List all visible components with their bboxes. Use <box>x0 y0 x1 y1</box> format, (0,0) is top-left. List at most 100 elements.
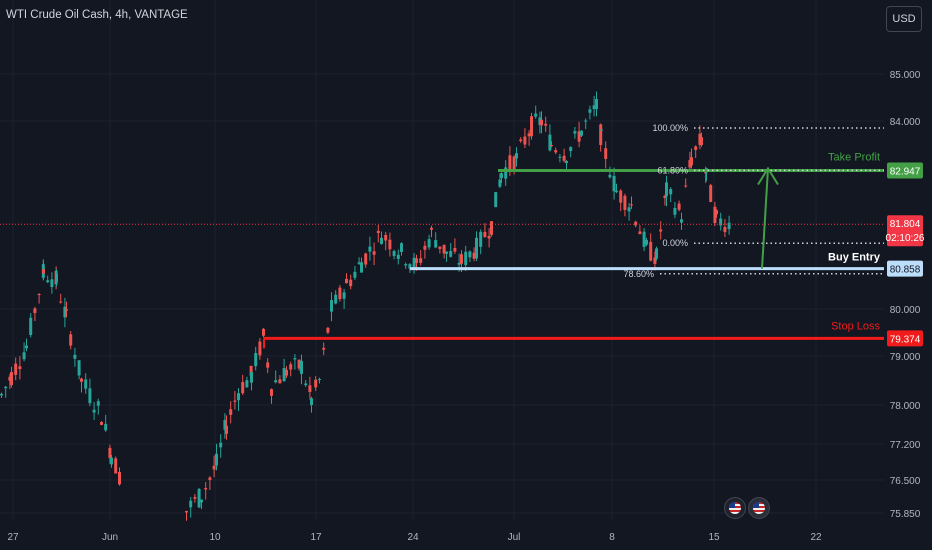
candle-body <box>688 160 692 168</box>
candle-body <box>368 246 372 252</box>
candle-body <box>472 252 476 259</box>
us-flag-icon[interactable] <box>748 497 770 519</box>
countdown-text: 02:10:26 <box>886 233 925 244</box>
stop-loss-label: Stop Loss <box>831 320 880 332</box>
candle-body <box>569 147 573 151</box>
candle-body <box>310 398 313 406</box>
events-icons[interactable] <box>724 497 770 519</box>
candle-body <box>540 119 543 126</box>
candle-body <box>434 240 438 248</box>
y-tick-label: 79.000 <box>890 352 921 363</box>
take-profit-label: Take Profit <box>828 151 880 163</box>
candle-body <box>96 401 100 406</box>
candle-body <box>223 419 227 430</box>
take-profit-tag <box>887 162 923 179</box>
candle-body <box>427 239 431 248</box>
candle-body <box>330 300 333 312</box>
arrow-shaft <box>761 168 769 269</box>
candle-body <box>600 129 603 131</box>
candle-body <box>69 334 73 346</box>
candle-body <box>77 360 81 376</box>
candle-body <box>530 116 533 137</box>
candle-body <box>37 294 41 296</box>
currency-button[interactable]: USD <box>886 6 922 32</box>
candle-body <box>293 358 297 360</box>
x-tick-label: 10 <box>209 532 221 543</box>
candle-body <box>285 369 288 376</box>
candle-body <box>384 234 388 241</box>
candle-body <box>684 185 688 187</box>
candle-body <box>219 442 223 448</box>
candle-body <box>700 137 703 145</box>
current-price-text: 81.804 <box>890 219 921 230</box>
candle-body <box>88 388 92 404</box>
candle-body <box>577 131 581 142</box>
candle-body <box>655 248 658 259</box>
x-tick-label: 15 <box>708 532 720 543</box>
candle-body <box>304 383 308 386</box>
candle-body <box>727 222 731 230</box>
candle-body <box>110 457 113 465</box>
candle-body <box>619 190 623 203</box>
candle-body <box>349 279 353 287</box>
candle-body <box>80 378 83 382</box>
x-tick-label: 24 <box>407 532 419 543</box>
x-tick-label: 27 <box>7 532 19 543</box>
candle-body <box>627 207 631 212</box>
x-tick-label: 17 <box>310 532 322 543</box>
y-tick-label: 85.000 <box>890 70 921 81</box>
us-flag-icon[interactable] <box>724 497 746 519</box>
fib-label: 100.00% <box>652 123 688 133</box>
candle-body <box>698 133 702 145</box>
fib-label: 78.60% <box>623 269 654 279</box>
buy-entry-label: Buy Entry <box>828 252 881 264</box>
candle-body <box>449 250 453 257</box>
candle-body <box>494 192 498 208</box>
candle-body <box>554 150 558 153</box>
candle-body <box>215 453 218 466</box>
candle-body <box>498 179 502 187</box>
candle-body <box>241 382 245 394</box>
candle-body <box>258 341 262 356</box>
candle-body <box>318 379 321 381</box>
candle-body <box>4 386 8 389</box>
candle-body <box>14 363 18 375</box>
candle-body <box>372 251 376 255</box>
y-tick-label: 76.500 <box>890 476 921 487</box>
candle-body <box>208 477 212 480</box>
candle-body <box>59 301 63 303</box>
y-tick-label: 80.000 <box>890 305 921 316</box>
candle-body <box>512 156 516 172</box>
candle-body <box>250 372 253 383</box>
candle-body <box>508 155 512 169</box>
candle-body <box>504 167 508 179</box>
candle-body <box>63 306 67 318</box>
candle-body <box>608 174 612 178</box>
candle-body <box>193 496 197 499</box>
candle-body <box>297 359 301 369</box>
stop-loss-tag-text: 79.374 <box>890 334 921 345</box>
candle-body <box>338 287 342 300</box>
candle-body <box>464 251 468 266</box>
candle-body <box>638 231 642 235</box>
candle-body <box>189 500 193 508</box>
candle-body <box>550 145 553 147</box>
x-tick-label: 8 <box>609 532 615 543</box>
candle-body <box>523 136 527 145</box>
candle-body <box>270 389 273 396</box>
candle-body <box>50 279 54 288</box>
candle-body <box>479 231 483 247</box>
candle-body <box>642 231 646 247</box>
x-tick-label: 22 <box>810 532 822 543</box>
candle-body <box>538 117 542 126</box>
candle-body <box>588 109 592 113</box>
candle-body <box>442 244 446 254</box>
time-axis: 27 Jun 10 17 24 Jul 8 15 22 <box>7 532 822 543</box>
arrow-head <box>757 166 779 186</box>
x-tick-label: Jun <box>102 532 118 543</box>
candle-body <box>334 294 338 304</box>
candle-body <box>342 292 346 299</box>
y-tick-label: 78.000 <box>890 401 921 412</box>
